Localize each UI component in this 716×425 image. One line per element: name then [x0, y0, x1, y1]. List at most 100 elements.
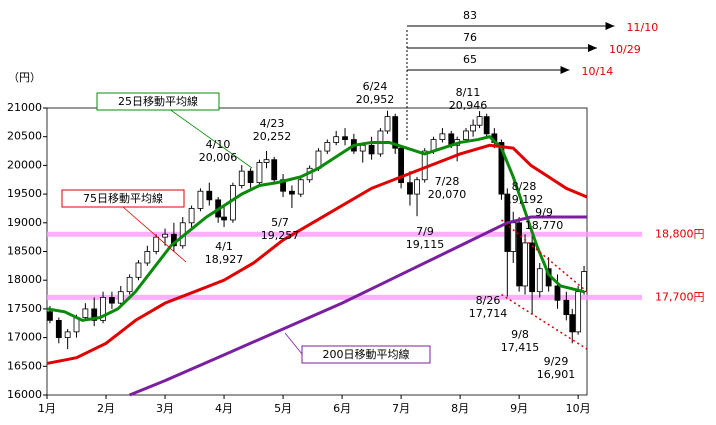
legend-label: 25日移動平均線 — [118, 94, 198, 108]
period-days: 76 — [463, 31, 477, 44]
candle-body — [398, 147, 404, 184]
y-tick-label: 16500 — [7, 359, 42, 372]
price-annotation: 9/29 — [544, 355, 569, 368]
candle-body — [498, 142, 505, 195]
moving-average — [46, 135, 585, 322]
candle-body — [197, 190, 204, 209]
candle-body — [407, 182, 413, 195]
candle-body — [188, 208, 195, 224]
x-tick-label: 2月 — [97, 402, 115, 415]
y-tick-label: 21000 — [7, 101, 42, 114]
candle-body — [289, 190, 295, 195]
x-tick-label: 5月 — [274, 402, 292, 415]
candle-body — [510, 222, 517, 252]
candle-body — [569, 314, 576, 333]
price-annotation: 20,006 — [199, 151, 238, 164]
y-tick-label: 18500 — [7, 245, 42, 258]
candle-body — [324, 142, 331, 152]
candle-body — [82, 308, 89, 318]
period-days: 83 — [463, 9, 477, 22]
candle-body — [476, 116, 483, 126]
x-tick-label: 10月 — [566, 402, 591, 415]
candle-body — [414, 179, 420, 195]
x-tick-label: 7月 — [392, 402, 410, 415]
price-annotation: 4/23 — [260, 117, 285, 130]
price-annotation: 18,770 — [525, 219, 564, 232]
period-days: 65 — [463, 53, 477, 66]
band-label: 18,800円 — [655, 227, 705, 240]
legend-label: 200日移動平均線 — [323, 347, 410, 361]
candle-body — [470, 124, 476, 132]
x-tick-label: 1月 — [38, 402, 56, 415]
period-end: 10/14 — [582, 65, 614, 78]
price-annotation: 20,946 — [449, 99, 488, 112]
trend-line — [501, 293, 588, 350]
candle-body — [392, 116, 399, 149]
y-tick-label: 17000 — [7, 331, 42, 344]
candle-body — [153, 236, 160, 252]
x-tick-label: 3月 — [156, 402, 174, 415]
leader-line — [157, 100, 253, 169]
candle-body — [439, 133, 446, 140]
candle-body — [529, 242, 536, 293]
candle-body — [55, 319, 62, 339]
candle-body — [91, 308, 98, 321]
price-annotation: 19,115 — [406, 238, 445, 251]
moving-average — [129, 215, 587, 397]
y-tick-label: 20500 — [7, 130, 42, 143]
candle-body — [297, 179, 304, 195]
price-annotation: 4/10 — [206, 138, 231, 151]
price-annotation: 6/24 — [363, 80, 388, 93]
price-annotation: 7/28 — [435, 175, 460, 188]
y-tick-label: 17500 — [7, 302, 42, 315]
y-tick-label: 19500 — [7, 187, 42, 200]
candle-body — [256, 162, 263, 184]
candle-body — [247, 170, 254, 184]
candle-body — [100, 297, 106, 321]
candle-body — [135, 262, 142, 278]
band-label: 17,700円 — [655, 290, 705, 303]
period-end: 10/29 — [609, 43, 641, 56]
arrow-head — [605, 22, 615, 30]
y-tick-label: 19000 — [7, 216, 42, 229]
leader-line — [122, 206, 187, 263]
candle-body — [516, 222, 523, 287]
candle-body — [536, 268, 543, 293]
trend-line — [500, 219, 588, 293]
candle-body — [206, 190, 213, 201]
candle-body — [117, 291, 124, 304]
price-annotation: 9/8 — [511, 328, 529, 341]
y-tick-label: 20000 — [7, 158, 42, 171]
candle-body — [271, 159, 278, 181]
leader-line — [284, 332, 303, 355]
candle-body — [47, 311, 53, 321]
arrow-head — [588, 44, 597, 52]
y-unit: （円） — [8, 71, 41, 84]
candle-body — [144, 251, 151, 264]
y-tick-label: 16000 — [7, 388, 42, 401]
price-annotation: 9/9 — [535, 206, 553, 219]
candle-body — [126, 276, 133, 293]
candle-body — [333, 136, 340, 143]
legend-label: 75日移動平均線 — [83, 191, 163, 205]
x-tick-label: 8月 — [451, 402, 469, 415]
arrow-head — [560, 66, 570, 74]
price-annotation: 19,257 — [261, 229, 300, 242]
x-tick-label: 9月 — [510, 402, 528, 415]
price-annotation: 20,252 — [253, 130, 292, 143]
y-tick-label: 18000 — [7, 273, 42, 286]
candle-body — [463, 130, 469, 140]
price-annotation: 8/11 — [456, 86, 481, 99]
legend-box — [61, 189, 185, 208]
candle-body — [64, 331, 71, 338]
candle-body — [238, 170, 245, 186]
price-annotation: 8/28 — [512, 180, 537, 193]
price-annotation: 5/7 — [271, 216, 289, 229]
price-annotation: 17,415 — [501, 341, 540, 354]
price-annotation: 7/9 — [416, 225, 434, 238]
candle-body — [384, 116, 391, 132]
price-annotation: 20,952 — [356, 93, 395, 106]
price-annotation: 17,714 — [469, 307, 508, 320]
x-tick-label: 6月 — [333, 402, 351, 415]
price-annotation: 20,070 — [428, 188, 467, 201]
